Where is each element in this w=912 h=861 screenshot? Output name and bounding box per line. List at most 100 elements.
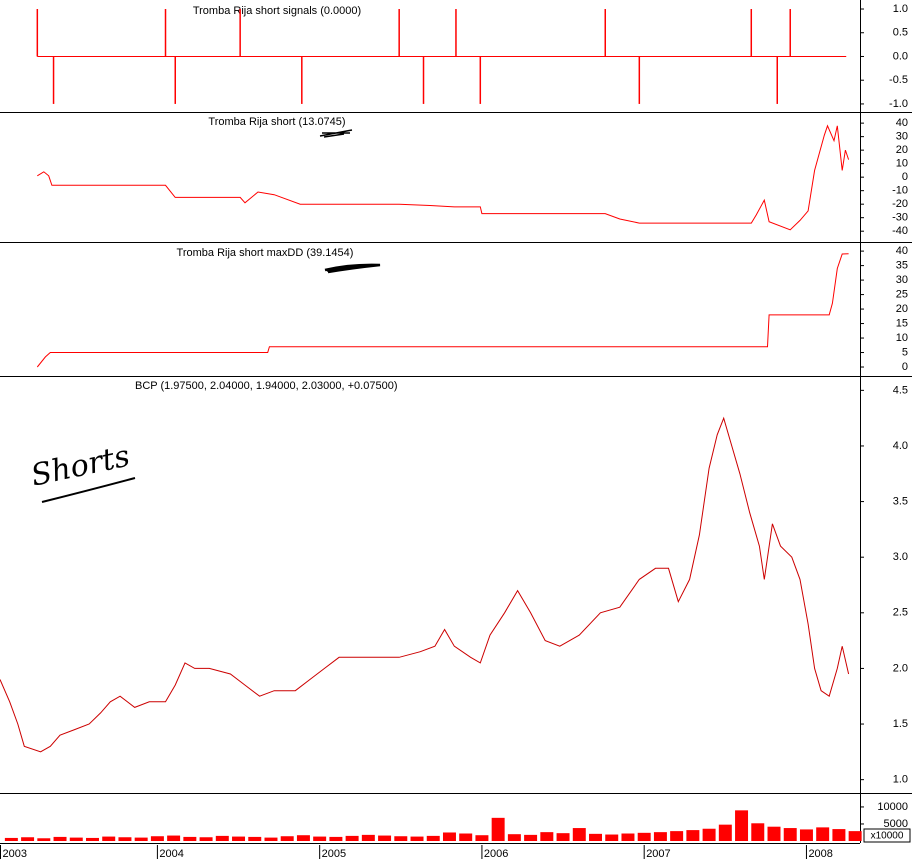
volume-bar [426, 835, 440, 841]
volume-bar [102, 836, 116, 841]
volume-bar [134, 837, 148, 841]
y-tick-label: 10000 [877, 801, 908, 813]
y-tick-label: 20 [896, 144, 908, 156]
x-tick-label: 2004 [159, 848, 183, 860]
y-tick-label: 3.0 [893, 551, 908, 563]
y-tick-label: 15 [896, 317, 908, 329]
volume-bar [783, 828, 797, 841]
scribble [324, 263, 381, 274]
volume-bar [670, 831, 684, 841]
line-series [0, 416, 850, 753]
y-tick-label: -10 [892, 185, 908, 197]
x-tick-label: 2005 [322, 848, 346, 860]
y-tick-label: 35 [896, 260, 908, 272]
scribble [41, 477, 136, 503]
y-tick-label: 10 [896, 332, 908, 344]
y-tick-label: 4.0 [893, 440, 908, 452]
x-tick-label: 2006 [484, 848, 508, 860]
volume-bar [53, 836, 67, 841]
volume-bar [459, 833, 473, 841]
volume-bar [735, 810, 749, 841]
y-tick-label: 4.5 [893, 384, 908, 396]
y-tick-label: -40 [892, 225, 908, 237]
y-tick-label: -0.5 [889, 74, 908, 86]
volume-bar [248, 836, 262, 841]
volume-bar [313, 836, 327, 841]
volume-bar [4, 837, 18, 841]
volume-bar [475, 835, 489, 841]
volume-bar [199, 837, 213, 841]
volume-bar [686, 830, 700, 841]
volume-bar [410, 836, 424, 841]
volume-bar [86, 837, 99, 841]
y-tick-label: 40 [896, 117, 908, 129]
y-tick-label: 0.0 [893, 50, 908, 62]
volume-bar [637, 832, 651, 841]
volume-bar [621, 833, 635, 841]
volume-bar [215, 835, 229, 841]
volume-bar [167, 835, 181, 841]
panel-title: Tromba Rija short maxDD (39.1454) [177, 247, 354, 259]
volume-bar [572, 828, 586, 841]
y-tick-label: 25 [896, 288, 908, 300]
y-tick-label: 2.5 [893, 607, 908, 619]
x-tick-label: 2003 [3, 848, 27, 860]
volume-bar [37, 838, 51, 841]
volume-bar [605, 834, 619, 841]
volume-bar [491, 817, 505, 841]
volume-bar [69, 837, 83, 841]
panel-title: Tromba Rija short (13.0745) [208, 116, 345, 128]
y-tick-label: 5 [902, 346, 908, 358]
scale-label: x10000 [871, 831, 904, 842]
volume-bar [329, 836, 343, 841]
volume-bar [345, 835, 359, 841]
volume-bar [378, 835, 392, 841]
volume-bar [524, 834, 538, 841]
volume-bar [653, 832, 667, 841]
volume-bar [150, 836, 164, 841]
volume-bar [394, 836, 408, 841]
volume-bar [361, 834, 375, 841]
scribble [319, 129, 353, 138]
line-series [36, 253, 849, 368]
y-tick-label: 1.0 [893, 774, 908, 786]
volume-bar [442, 832, 456, 841]
y-tick-label: 30 [896, 274, 908, 286]
volume-bar [507, 834, 521, 841]
scale-box [863, 828, 911, 843]
y-tick-label: 1.0 [893, 3, 908, 15]
y-tick-label: 10 [896, 158, 908, 170]
y-tick-label: 20 [896, 303, 908, 315]
y-tick-label: 0 [902, 171, 908, 183]
volume-bar [718, 824, 732, 841]
x-tick-label: 2007 [646, 848, 670, 860]
y-tick-label: 2.0 [893, 662, 908, 674]
y-tick-label: -1.0 [889, 98, 908, 110]
y-tick-label: 1.5 [893, 718, 908, 730]
volume-bar [556, 833, 570, 841]
volume-bar [589, 833, 602, 841]
y-tick-label: 30 [896, 131, 908, 143]
volume-bar [799, 829, 813, 841]
volume-bar [751, 823, 765, 841]
y-tick-label: 0 [902, 361, 908, 373]
volume-bar [848, 831, 862, 841]
x-tick-label: 2008 [808, 848, 832, 860]
y-tick-label: -20 [892, 198, 908, 210]
volume-bar [232, 836, 246, 841]
panel-title: Tromba Rija short signals (0.0000) [193, 5, 361, 17]
volume-bar [296, 835, 310, 841]
y-tick-label: -30 [892, 212, 908, 224]
y-tick-label: 40 [896, 245, 908, 257]
volume-bar [118, 837, 132, 841]
volume-bar [702, 828, 716, 841]
y-tick-label: 3.5 [893, 495, 908, 507]
y-tick-label: 0.5 [893, 27, 908, 39]
volume-bar [767, 826, 781, 841]
volume-bar [264, 837, 278, 841]
volume-bar [832, 829, 846, 841]
volume-bar [540, 832, 554, 841]
panel-title: BCP (1.97500, 2.04000, 1.94000, 2.03000,… [135, 380, 398, 392]
